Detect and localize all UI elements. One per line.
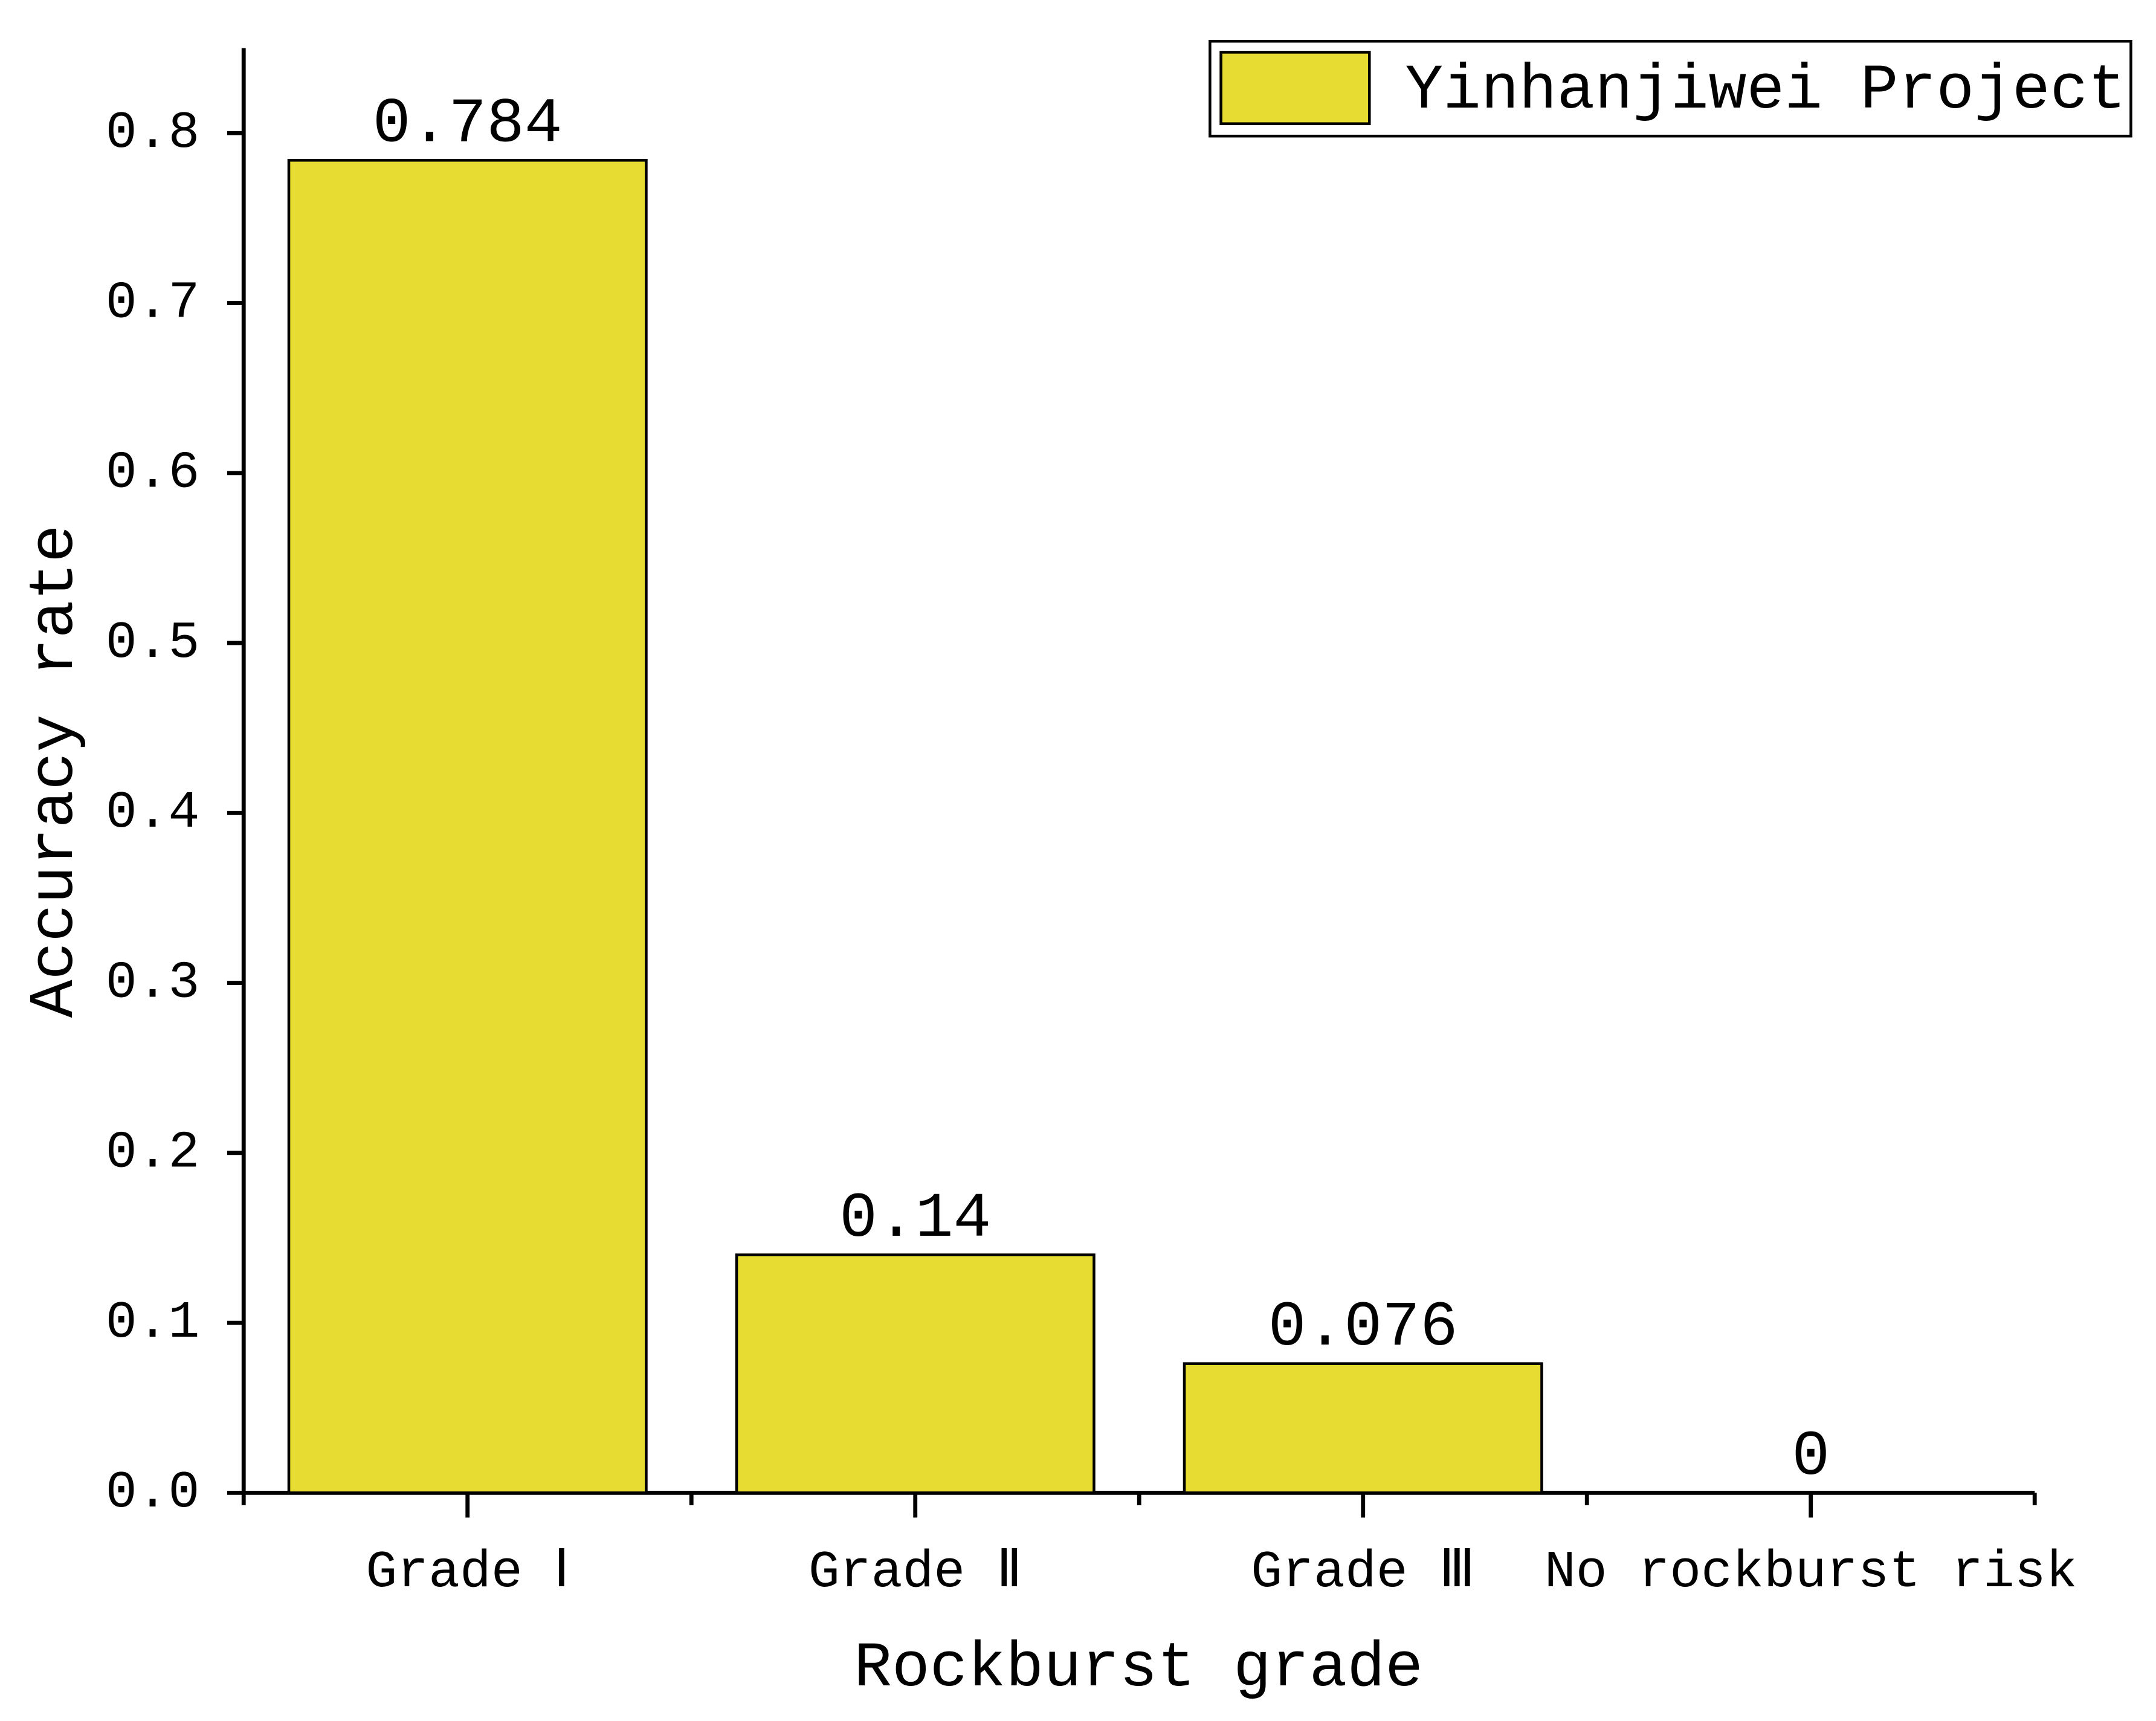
y-tick-label: 0.2 [106,1123,200,1183]
x-tick-label: Grade Ⅲ [1251,1543,1475,1602]
value-label: 0.784 [373,89,563,161]
x-tick-label: Grade Ⅰ [366,1543,569,1602]
x-axis-title: Rockburst grade [854,1633,1423,1705]
y-tick-label: 0.8 [106,103,200,163]
y-tick-label: 0.0 [106,1463,200,1522]
value-label: 0.076 [1268,1293,1458,1364]
y-tick-label: 0.7 [106,273,200,332]
y-tick-label: 0.1 [106,1293,200,1352]
y-axis-title: Accuracy rate [20,525,91,1018]
y-tick-label: 0.6 [106,444,200,503]
bar [735,1253,1096,1494]
bar [1183,1362,1543,1494]
y-tick-label: 0.4 [106,783,200,842]
value-label: 0.14 [839,1184,991,1255]
y-tick-label: 0.5 [106,613,200,673]
legend-label: Yinhanjiwei Project [1405,56,2126,127]
value-label: 0 [1792,1422,1830,1493]
bar [287,158,648,1494]
x-tick-label: Grade Ⅱ [808,1543,1022,1602]
y-tick-label: 0.3 [106,953,200,1012]
x-tick-label: No rockburst risk [1544,1543,2077,1602]
legend-swatch [1219,51,1371,126]
